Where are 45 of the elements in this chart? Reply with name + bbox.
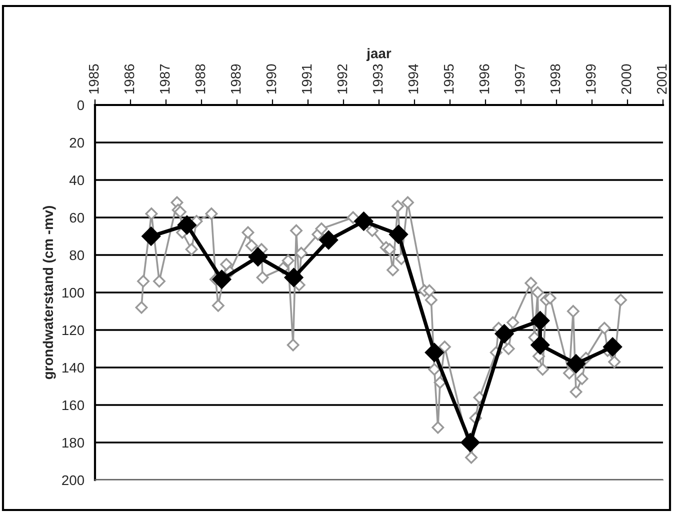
x-tick-label: 1996 [479, 64, 490, 94]
y-tick-label: 140 [62, 362, 84, 373]
x-tick-label: 1985 [88, 64, 99, 94]
x-tick-label: 1988 [195, 64, 206, 94]
x-tick-label: 1990 [266, 64, 276, 94]
point [177, 215, 196, 235]
point [142, 226, 161, 246]
point [354, 212, 374, 231]
x-tick-label: 1986 [124, 64, 134, 94]
point [248, 247, 268, 266]
y-tick-label: 40 [69, 175, 84, 186]
y-tick-label: 0 [77, 100, 84, 110]
x-tick-label: 1997 [514, 64, 525, 94]
y-tick-label: 80 [70, 250, 84, 260]
y-tick-label: 160 [62, 400, 84, 410]
y-axis-title: grondwaterstand (cm -mv) [42, 206, 56, 380]
point [530, 311, 550, 330]
y-tick-label: 20 [70, 138, 84, 148]
x-tick-label: 1994 [408, 64, 418, 94]
x-axis-title: jaar [366, 48, 392, 62]
point [388, 224, 408, 244]
point [530, 335, 550, 355]
x-tick-label: 1991 [302, 64, 312, 94]
x-tick-label: 1999 [586, 64, 596, 94]
point [603, 337, 622, 356]
y-tick-label: 200 [62, 475, 84, 486]
x-tick-label: 1998 [550, 64, 560, 94]
x-tick-label: 1995 [444, 64, 454, 94]
x-tick-label: 1993 [372, 64, 383, 94]
y-tick-label: 100 [62, 288, 84, 298]
point [424, 342, 444, 362]
x-tick-label: 2001 [656, 64, 667, 94]
point [460, 432, 480, 452]
x-tick-label: 2000 [621, 64, 632, 94]
x-tick-label: 1987 [160, 64, 170, 94]
x-tick-label: 1989 [230, 64, 241, 94]
y-tick-label: 60 [70, 212, 84, 223]
point [566, 354, 586, 374]
y-tick-label: 120 [62, 325, 84, 336]
point [494, 324, 514, 344]
point [212, 270, 232, 289]
point [284, 268, 304, 288]
y-tick-label: 180 [62, 438, 84, 448]
x-tick-label: 1992 [337, 64, 348, 94]
point [319, 230, 338, 250]
